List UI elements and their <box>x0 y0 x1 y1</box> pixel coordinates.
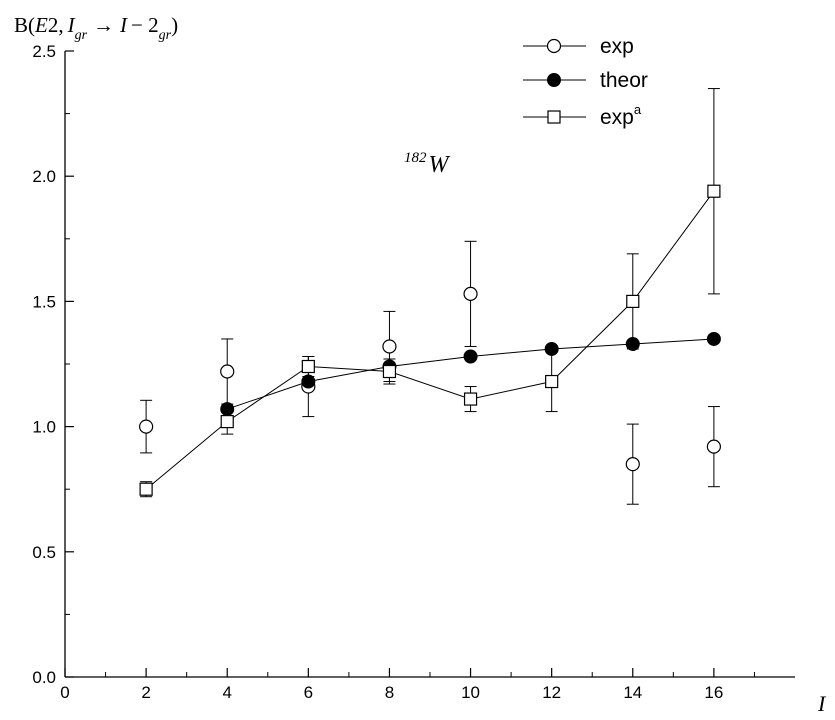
data-point-open-square <box>382 364 397 379</box>
data-point-open-square <box>626 294 640 308</box>
x-tick-label: 16 <box>704 683 723 702</box>
isotope-annotation: 182W <box>404 150 451 178</box>
x-tick-label: 8 <box>385 683 394 702</box>
data-point-open-circle <box>463 286 478 301</box>
x-tick-label: 10 <box>461 683 480 702</box>
legend: exp theor expa <box>523 35 648 129</box>
y-tick-label: 2.0 <box>32 167 56 186</box>
y-tick-label: 0.5 <box>32 543 56 562</box>
data-point-open-square <box>707 184 721 198</box>
series-layer <box>139 88 721 505</box>
legend-label-exp-a: expa <box>600 102 642 129</box>
legend-marker-open-square-icon <box>547 110 561 124</box>
legend-marker-filled-circle-icon <box>547 73 561 87</box>
x-axis-label: I <box>817 691 827 716</box>
data-point-filled-circle <box>706 331 721 346</box>
tick-labels: 0.0 0.5 1.0 1.5 2.0 2.5 0 2 4 6 8 10 12 14 16 <box>32 42 723 702</box>
y-tick-label: 2.5 <box>32 42 56 61</box>
data-point-open-circle <box>706 439 721 454</box>
y-tick-label: 1.0 <box>32 418 56 437</box>
data-point-open-circle <box>220 364 235 379</box>
legend-label-theor: theor <box>600 69 648 92</box>
y-axis-label: B(E2, Igr → I − 2gr) <box>14 13 178 43</box>
x-tick-label: 4 <box>222 683 231 702</box>
data-point-open-square <box>545 374 559 389</box>
data-point-open-square <box>463 392 478 406</box>
x-tick-label: 14 <box>623 683 642 702</box>
data-point-open-circle <box>382 339 397 354</box>
x-tick-label: 0 <box>60 683 69 702</box>
series-line <box>145 190 715 490</box>
x-tick-label: 6 <box>304 683 313 702</box>
legend-item-theor: theor <box>523 69 648 92</box>
legend-label-exp: exp <box>600 35 634 58</box>
data-point-open-circle <box>139 419 154 434</box>
x-tick-label: 12 <box>542 683 561 702</box>
x-tick-label: 2 <box>141 683 150 702</box>
y-tick-label: 0.0 <box>32 668 56 687</box>
y-tick-label: 1.5 <box>32 292 56 311</box>
data-point-open-square <box>301 359 315 374</box>
series-open-square <box>139 88 721 498</box>
legend-item-exp-a: expa <box>523 102 642 129</box>
data-point-filled-circle <box>463 349 478 364</box>
legend-item-exp: exp <box>523 35 634 58</box>
legend-marker-open-circle-icon <box>546 38 562 54</box>
data-point-open-square <box>139 482 153 496</box>
data-point-open-square <box>220 414 234 429</box>
axes <box>64 50 795 678</box>
data-point-open-circle <box>625 457 640 472</box>
